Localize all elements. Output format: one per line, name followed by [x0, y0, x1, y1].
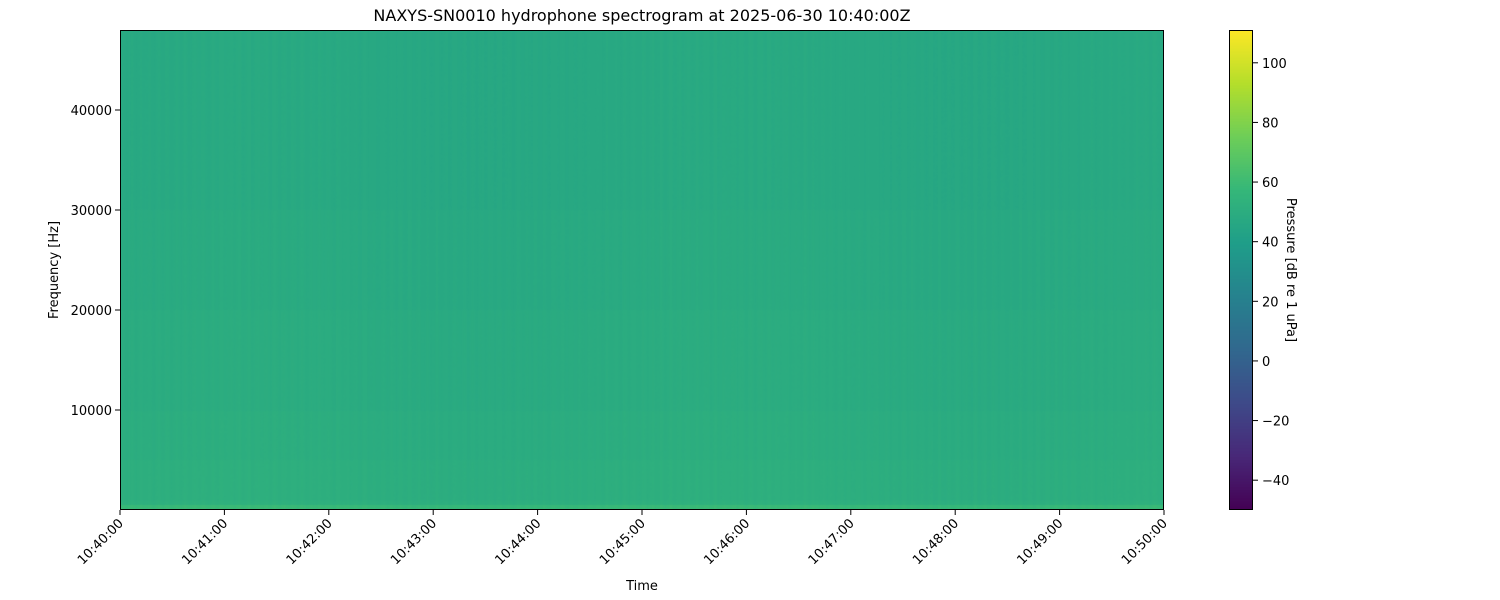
x-tick-label: 10:50:00 — [1119, 516, 1171, 568]
colorbar-tick-label: 0 — [1262, 355, 1270, 370]
x-tick-label: 10:49:00 — [1015, 516, 1067, 568]
x-tick-label: 10:41:00 — [179, 516, 231, 568]
x-tick-label: 10:40:00 — [75, 516, 127, 568]
colorbar-label: Pressure [dB re 1 uPa] — [1283, 198, 1298, 342]
x-tick-label: 10:46:00 — [701, 516, 753, 568]
x-tick-label: 10:45:00 — [597, 516, 649, 568]
colorbar-tick-label: 100 — [1262, 57, 1287, 72]
colorbar-tick-label: −40 — [1262, 474, 1289, 489]
colorbar-tick-label: 20 — [1262, 295, 1279, 310]
colorbar-tick-label: 40 — [1262, 236, 1279, 251]
y-tick-label: 20000 — [71, 304, 112, 319]
y-tick-label: 40000 — [71, 104, 112, 119]
colorbar-tick-label: −20 — [1262, 415, 1289, 430]
colorbar-tick-label: 60 — [1262, 176, 1279, 191]
y-axis-label: Frequency [Hz] — [47, 221, 62, 319]
y-tick-label: 30000 — [71, 204, 112, 219]
x-tick-label: 10:47:00 — [806, 516, 858, 568]
y-tick-label: 10000 — [71, 404, 112, 419]
colorbar-frame — [1230, 31, 1253, 510]
x-axis-label: Time — [625, 579, 658, 594]
chart-title: NAXYS-SN0010 hydrophone spectrogram at 2… — [373, 6, 910, 25]
plot-frame — [121, 31, 1164, 510]
x-tick-label: 10:44:00 — [493, 516, 545, 568]
x-tick-label: 10:43:00 — [388, 516, 440, 568]
x-tick-label: 10:42:00 — [284, 516, 336, 568]
colorbar-tick-label: 80 — [1262, 116, 1279, 131]
x-tick-label: 10:48:00 — [910, 516, 962, 568]
